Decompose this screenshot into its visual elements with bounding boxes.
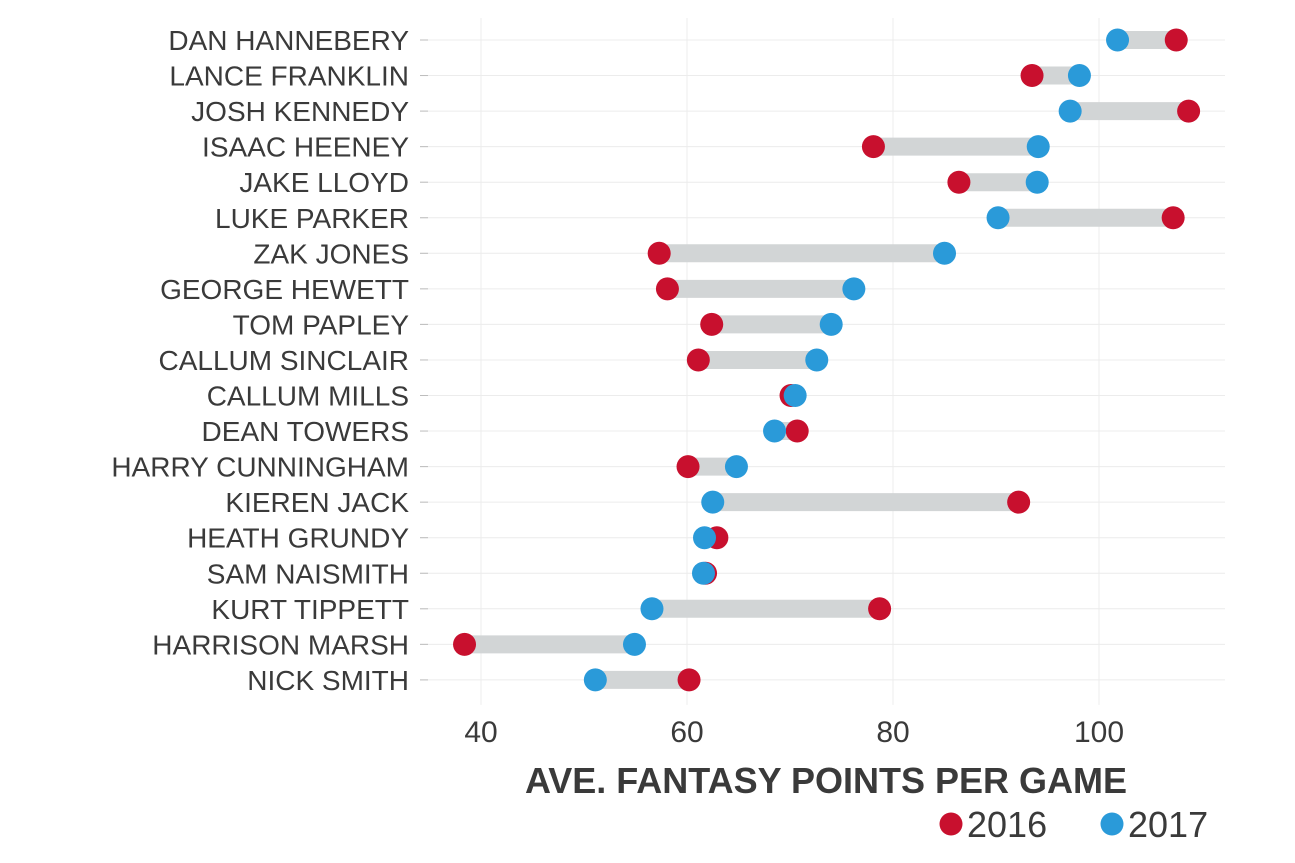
x-tick-label: 100 — [1074, 716, 1124, 749]
point-2017 — [1025, 170, 1049, 194]
legend-marker-2016 — [939, 812, 963, 836]
y-tick-label: GEORGE HEWETT — [160, 274, 409, 305]
point-2017 — [640, 597, 664, 621]
x-tick-label: 40 — [464, 716, 497, 749]
point-2017 — [933, 241, 956, 265]
y-tick-label: HARRISON MARSH — [152, 629, 409, 660]
y-tick-label: ZAK JONES — [253, 238, 409, 269]
point-2017 — [805, 348, 829, 372]
connector-bars — [464, 31, 1189, 689]
y-tick-label: SAM NAISMITH — [207, 558, 409, 589]
point-2017 — [763, 419, 787, 443]
legend-label-2017: 2017 — [1128, 804, 1208, 845]
y-tick-label: CALLUM MILLS — [207, 381, 409, 412]
point-2016 — [647, 241, 671, 265]
point-2017 — [986, 206, 1010, 230]
point-2017 — [693, 526, 717, 550]
point-2016 — [453, 632, 477, 656]
y-tick-label: HEATH GRUNDY — [187, 523, 409, 554]
point-2017 — [1058, 99, 1082, 123]
point-2016 — [861, 135, 885, 159]
y-tick-label: DEAN TOWERS — [202, 416, 409, 447]
x-axis-ticks: 40 60 80 100 — [464, 716, 1124, 749]
point-2017 — [583, 668, 607, 692]
point-2017 — [842, 277, 866, 301]
y-tick-label: NICK SMITH — [247, 665, 409, 696]
point-2016 — [1161, 206, 1185, 230]
y-tick-label: JAKE LLOYD — [239, 167, 409, 198]
point-2016 — [1164, 28, 1188, 52]
point-2016 — [700, 312, 724, 336]
point-2016 — [1007, 490, 1031, 514]
point-2016 — [655, 277, 679, 301]
point-2016 — [677, 668, 701, 692]
point-2017 — [622, 632, 646, 656]
point-2017 — [691, 561, 715, 585]
y-tick-label: CALLUM SINCLAIR — [158, 345, 409, 376]
y-tick-label: KIEREN JACK — [225, 487, 409, 518]
point-2017 — [1106, 28, 1130, 52]
point-2017 — [1067, 64, 1091, 88]
x-tick-label: 60 — [670, 716, 703, 749]
legend-marker-2017 — [1100, 812, 1124, 836]
y-tick-label: TOM PAPLEY — [233, 309, 410, 340]
point-2017 — [724, 455, 748, 479]
y-axis-labels: DAN HANNEBERY LANCE FRANKLIN JOSH KENNEDY I… — [111, 25, 409, 696]
point-2016 — [785, 419, 809, 443]
y-tick-label: JOSH KENNEDY — [191, 96, 409, 127]
point-2016 — [676, 455, 700, 479]
data-points — [453, 28, 1201, 692]
point-2017 — [1026, 135, 1050, 159]
y-tick-label: HARRY CUNNINGHAM — [111, 452, 409, 483]
y-tick-label: LANCE FRANKLIN — [169, 61, 409, 92]
legend: 2016 2017 — [939, 804, 1208, 845]
x-axis-title: AVE. FANTASY POINTS PER GAME — [525, 760, 1127, 801]
point-2016 — [1020, 64, 1044, 88]
point-2016 — [686, 348, 710, 372]
x-tick-label: 80 — [876, 716, 909, 749]
y-tick-label: LUKE PARKER — [215, 203, 409, 234]
point-2016 — [1177, 99, 1201, 123]
legend-label-2016: 2016 — [967, 804, 1047, 845]
point-2017 — [819, 312, 843, 336]
point-2016 — [868, 597, 892, 621]
y-tick-label: KURT TIPPETT — [211, 594, 409, 625]
point-2017 — [783, 384, 807, 407]
point-2017 — [701, 490, 725, 514]
y-tick-label: ISAAC HEENEY — [202, 132, 409, 163]
point-2016 — [947, 170, 971, 194]
y-tick-label: DAN HANNEBERY — [168, 25, 409, 56]
